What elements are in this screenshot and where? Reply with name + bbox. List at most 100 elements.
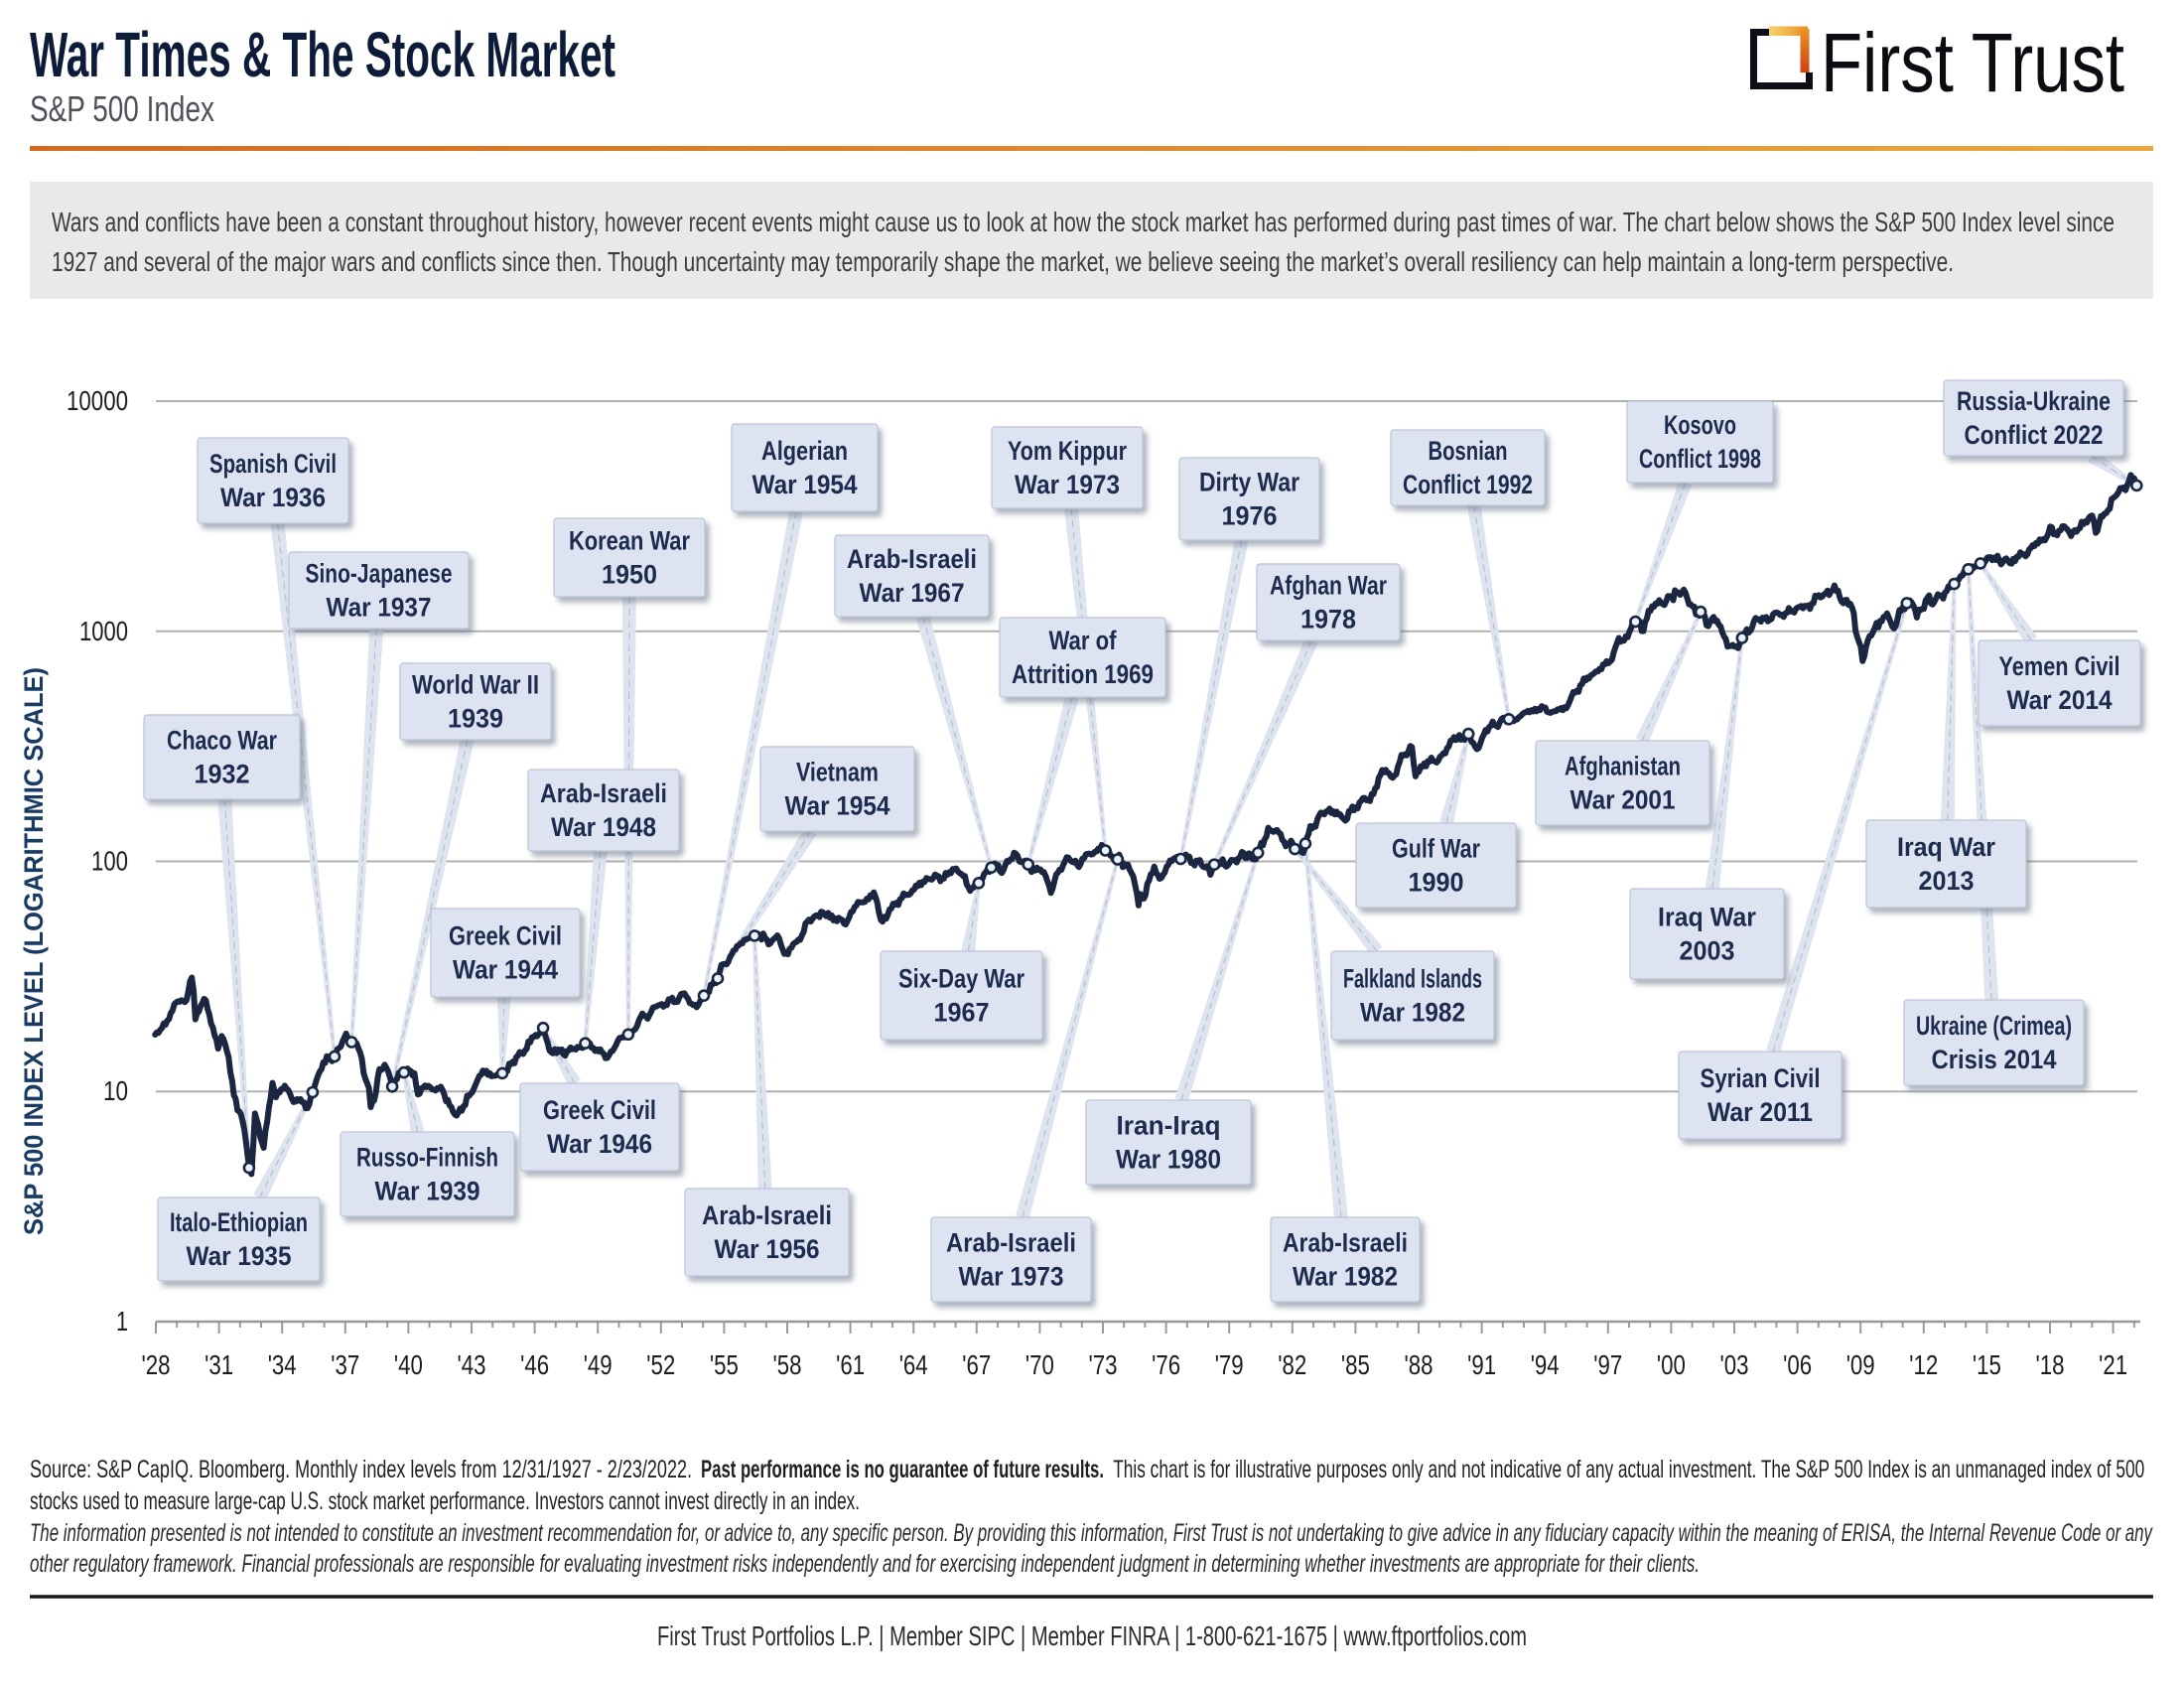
svg-text:'88: '88 bbox=[1405, 1349, 1433, 1380]
svg-text:Arab-Israeli: Arab-Israeli bbox=[540, 778, 667, 808]
svg-text:Wars and conflicts have been a: Wars and conflicts have been a constant … bbox=[52, 207, 2115, 237]
svg-text:'97: '97 bbox=[1593, 1349, 1622, 1380]
svg-text:Iraq War: Iraq War bbox=[1658, 903, 1756, 932]
svg-text:War 1948: War 1948 bbox=[551, 812, 656, 842]
svg-text:'55: '55 bbox=[710, 1349, 739, 1380]
svg-text:'31: '31 bbox=[205, 1349, 233, 1380]
svg-text:Spanish Civil: Spanish Civil bbox=[209, 449, 337, 479]
svg-text:Conflict 1992: Conflict 1992 bbox=[1403, 470, 1533, 499]
svg-text:1990: 1990 bbox=[1409, 868, 1464, 898]
svg-text:'28: '28 bbox=[142, 1349, 171, 1380]
svg-text:Six-Day War: Six-Day War bbox=[898, 964, 1024, 994]
svg-text:'58: '58 bbox=[773, 1349, 802, 1380]
svg-text:Arab-Israeli: Arab-Israeli bbox=[847, 544, 977, 574]
svg-text:Yemen Civil: Yemen Civil bbox=[1999, 651, 2120, 681]
svg-text:10000: 10000 bbox=[67, 385, 128, 416]
svg-text:'79: '79 bbox=[1215, 1349, 1244, 1380]
svg-text:'00: '00 bbox=[1657, 1349, 1686, 1380]
svg-text:Afghan War: Afghan War bbox=[1270, 571, 1387, 601]
svg-text:'43: '43 bbox=[458, 1349, 486, 1380]
svg-text:'34: '34 bbox=[268, 1349, 297, 1380]
svg-text:'37: '37 bbox=[331, 1349, 359, 1380]
svg-text:'03: '03 bbox=[1720, 1349, 1749, 1380]
svg-text:'49: '49 bbox=[584, 1349, 613, 1380]
svg-text:Sino-Japanese: Sino-Japanese bbox=[306, 559, 453, 589]
svg-text:'61: '61 bbox=[836, 1349, 865, 1380]
svg-text:1967: 1967 bbox=[934, 998, 990, 1028]
svg-text:'91: '91 bbox=[1467, 1349, 1496, 1380]
svg-text:War 1982: War 1982 bbox=[1360, 998, 1465, 1028]
svg-text:'64: '64 bbox=[899, 1349, 928, 1380]
svg-text:1932: 1932 bbox=[195, 760, 250, 789]
svg-text:1000: 1000 bbox=[79, 616, 128, 646]
svg-text:Korean War: Korean War bbox=[569, 526, 690, 556]
svg-text:'12: '12 bbox=[1909, 1349, 1938, 1380]
svg-text:'70: '70 bbox=[1025, 1349, 1054, 1380]
svg-text:'46: '46 bbox=[520, 1349, 549, 1380]
svg-text:Syrian Civil: Syrian Civil bbox=[1701, 1063, 1821, 1093]
svg-text:1: 1 bbox=[116, 1306, 128, 1336]
svg-text:Greek Civil: Greek Civil bbox=[449, 921, 562, 951]
svg-text:Yom Kippur: Yom Kippur bbox=[1008, 436, 1127, 466]
svg-text:Kosovo: Kosovo bbox=[1664, 410, 1736, 440]
svg-text:War of: War of bbox=[1049, 626, 1117, 655]
svg-text:Arab-Israeli: Arab-Israeli bbox=[946, 1228, 1076, 1258]
svg-text:War 1939: War 1939 bbox=[375, 1177, 480, 1206]
svg-text:Attrition 1969: Attrition 1969 bbox=[1012, 659, 1154, 689]
svg-text:Conflict 1998: Conflict 1998 bbox=[1639, 444, 1761, 474]
svg-text:War 1982: War 1982 bbox=[1293, 1262, 1398, 1292]
svg-text:War 1937: War 1937 bbox=[327, 593, 432, 623]
svg-text:War 1936: War 1936 bbox=[220, 483, 326, 512]
svg-text:War 1980: War 1980 bbox=[1116, 1145, 1221, 1175]
svg-text:1927 and several of the major: 1927 and several of the major wars and c… bbox=[52, 246, 1954, 277]
svg-text:100: 100 bbox=[91, 846, 128, 877]
svg-text:War 2014: War 2014 bbox=[2007, 685, 2113, 715]
svg-text:Russia-Ukraine: Russia-Ukraine bbox=[1957, 386, 2111, 416]
svg-text:Greek Civil: Greek Civil bbox=[543, 1095, 656, 1125]
svg-text:Iraq War: Iraq War bbox=[1897, 832, 1995, 862]
svg-text:Afghanistan: Afghanistan bbox=[1565, 752, 1681, 781]
svg-text:Italo-Ethiopian: Italo-Ethiopian bbox=[170, 1207, 308, 1237]
svg-text:War 1935: War 1935 bbox=[187, 1241, 292, 1271]
svg-text:War 1954: War 1954 bbox=[785, 791, 890, 821]
svg-text:'15: '15 bbox=[1973, 1349, 2001, 1380]
svg-text:War 1967: War 1967 bbox=[860, 578, 965, 608]
svg-text:'09: '09 bbox=[1846, 1349, 1875, 1380]
svg-text:1939: 1939 bbox=[448, 704, 503, 734]
svg-text:Russo-Finnish: Russo-Finnish bbox=[356, 1143, 498, 1173]
svg-text:'94: '94 bbox=[1531, 1349, 1560, 1380]
svg-text:1976: 1976 bbox=[1222, 501, 1278, 531]
svg-text:Chaco War: Chaco War bbox=[167, 726, 277, 756]
svg-text:'82: '82 bbox=[1278, 1349, 1306, 1380]
svg-text:'76: '76 bbox=[1152, 1349, 1180, 1380]
svg-text:Bosnian: Bosnian bbox=[1429, 436, 1508, 466]
svg-text:Past performance is no guarant: Past performance is no guarantee of futu… bbox=[701, 1456, 1104, 1483]
svg-text:War 2011: War 2011 bbox=[1707, 1097, 1813, 1127]
svg-text:'67: '67 bbox=[962, 1349, 991, 1380]
svg-text:War Times & The Stock Market: War Times & The Stock Market bbox=[30, 19, 615, 90]
svg-text:Algerian: Algerian bbox=[761, 436, 848, 466]
svg-text:Dirty War: Dirty War bbox=[1199, 468, 1299, 497]
svg-text:War 1954: War 1954 bbox=[752, 470, 858, 499]
svg-text:World War II: World War II bbox=[412, 670, 539, 700]
svg-text:War 1946: War 1946 bbox=[547, 1129, 652, 1159]
svg-text:'21: '21 bbox=[2099, 1349, 2127, 1380]
svg-text:S&P 500 INDEX LEVEL (LOGARITHM: S&P 500 INDEX LEVEL (LOGARITHMIC SCALE) bbox=[19, 667, 49, 1235]
svg-text:Arab-Israeli: Arab-Israeli bbox=[702, 1200, 832, 1230]
svg-text:'52: '52 bbox=[646, 1349, 675, 1380]
svg-text:1978: 1978 bbox=[1300, 605, 1356, 634]
svg-text:Source: S&P CapIQ. Bloomberg.: Source: S&P CapIQ. Bloomberg. Monthly in… bbox=[30, 1456, 692, 1483]
svg-text:Vietnam: Vietnam bbox=[796, 758, 879, 787]
svg-text:10: 10 bbox=[103, 1075, 128, 1106]
svg-text:First Trust Portfolios L.P. |: First Trust Portfolios L.P. | Member SIP… bbox=[657, 1620, 1527, 1651]
svg-text:Crisis 2014: Crisis 2014 bbox=[1932, 1045, 2057, 1074]
svg-text:Falkland Islands: Falkland Islands bbox=[1343, 964, 1482, 994]
svg-text:War 1944: War 1944 bbox=[453, 955, 558, 985]
svg-text:Iran-Iraq: Iran-Iraq bbox=[1117, 1111, 1221, 1141]
svg-text:'18: '18 bbox=[2036, 1349, 2065, 1380]
svg-text:stocks used to measure large-c: stocks used to measure large-cap U.S. st… bbox=[30, 1487, 860, 1515]
svg-text:This chart is for illustrative: This chart is for illustrative purposes … bbox=[1113, 1456, 2144, 1483]
svg-text:Gulf War: Gulf War bbox=[1392, 834, 1480, 864]
svg-text:2003: 2003 bbox=[1680, 936, 1735, 966]
svg-text:Conflict 2022: Conflict 2022 bbox=[1965, 420, 2104, 450]
